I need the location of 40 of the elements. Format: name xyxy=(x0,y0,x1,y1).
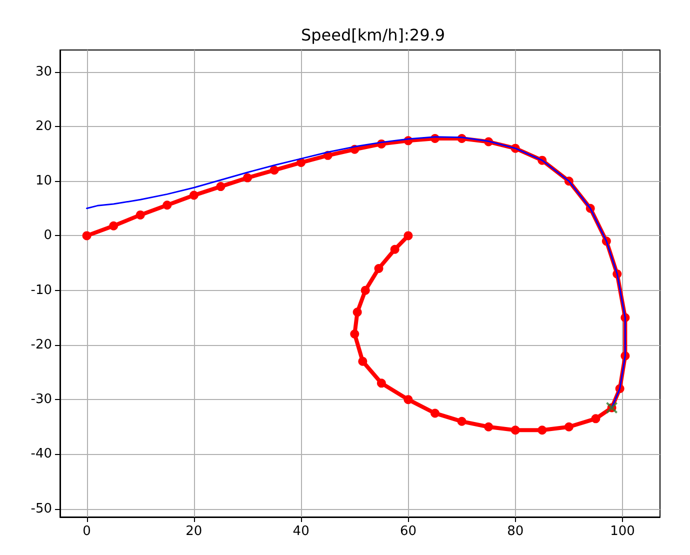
point xyxy=(243,173,252,182)
y-tick-label: 0 xyxy=(44,228,52,244)
y-tick-label: 10 xyxy=(35,174,52,189)
x-tick-label: 40 xyxy=(292,524,310,539)
y-tick-label: -50 xyxy=(30,501,52,516)
point xyxy=(352,308,362,317)
point xyxy=(374,264,384,273)
x-tick-label: 80 xyxy=(507,524,524,539)
x-tick-label: 0 xyxy=(82,524,91,539)
x-tick-label: 100 xyxy=(610,524,635,539)
point xyxy=(216,182,226,192)
point xyxy=(404,395,413,404)
y-tick-label: -20 xyxy=(30,337,52,352)
point xyxy=(136,210,145,220)
point xyxy=(82,231,92,240)
point xyxy=(510,426,520,435)
y-tick-label: -10 xyxy=(30,282,52,298)
x-tick-label: 20 xyxy=(186,524,202,539)
chart-title: Speed[km/h]:29.9 xyxy=(300,26,446,44)
point xyxy=(457,416,466,426)
point xyxy=(350,330,360,339)
y-tick-label: 30 xyxy=(35,64,52,80)
x-tick-label: 60 xyxy=(400,524,416,539)
point xyxy=(390,244,400,254)
point xyxy=(538,426,547,435)
point xyxy=(564,422,574,432)
point xyxy=(430,408,440,418)
point xyxy=(376,378,386,388)
point xyxy=(109,221,118,230)
y-tick-label: 20 xyxy=(35,118,52,134)
y-tick-label: -40 xyxy=(30,446,52,462)
point xyxy=(484,422,494,432)
point xyxy=(358,356,368,366)
point xyxy=(404,231,413,240)
point xyxy=(591,414,600,424)
point xyxy=(189,190,198,200)
point xyxy=(270,166,279,175)
y-tick-label: -30 xyxy=(30,392,52,408)
point xyxy=(360,286,370,295)
point xyxy=(162,200,172,210)
